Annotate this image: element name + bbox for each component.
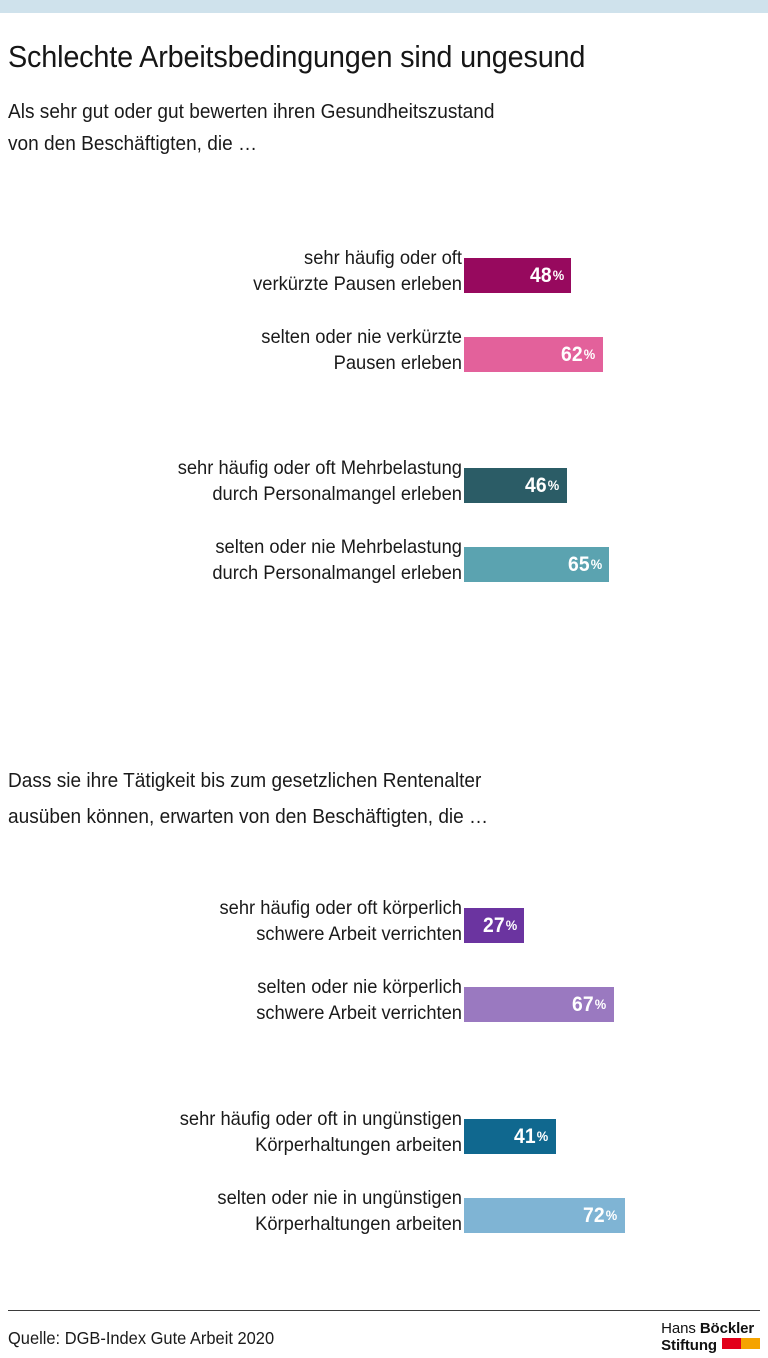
- infographic-canvas: Schlechte Arbeitsbedingungen sind ungesu…: [0, 13, 768, 1358]
- bar-label: sehr häufig oder oft körperlich schwere …: [219, 897, 462, 945]
- bar-row: selten oder nie Mehrbelastung durch Pers…: [0, 536, 768, 584]
- bar-value-label: 72%: [583, 1203, 618, 1227]
- bar: 72%: [464, 1198, 625, 1233]
- bar-row: selten oder nie körperlich schwere Arbei…: [0, 976, 768, 1024]
- bar-value-label: 46%: [525, 473, 560, 497]
- footer-divider: [8, 1310, 760, 1311]
- logo-line-2: Stiftung: [661, 1337, 760, 1354]
- bar-label: sehr häufig oder oft in ungünstigen Körp…: [179, 1108, 462, 1156]
- flag-icon: [722, 1338, 760, 1349]
- bar-row: sehr häufig oder oft Mehrbelastung durch…: [0, 457, 768, 505]
- percent-sign: %: [590, 555, 603, 572]
- logo-hans-text: Hans: [661, 1320, 700, 1337]
- percent-sign: %: [595, 995, 607, 1012]
- bar-value-label: 65%: [567, 552, 603, 576]
- percent-sign: %: [548, 476, 560, 493]
- bar-label: selten oder nie verkürzte Pausen erleben: [261, 326, 462, 374]
- logo-line-1: Hans Böckler: [661, 1320, 760, 1337]
- bar: 65%: [464, 547, 610, 582]
- bar-row: sehr häufig oder oft in ungünstigen Körp…: [0, 1108, 768, 1156]
- page-title: Schlechte Arbeitsbedingungen sind ungesu…: [8, 39, 586, 74]
- bar-value-label: 62%: [561, 342, 596, 366]
- bar-row: selten oder nie verkürzte Pausen erleben…: [0, 326, 768, 374]
- section-2-intro: Dass sie ihre Tätigkeit bis zum gesetzli…: [8, 769, 489, 828]
- bar: 46%: [464, 468, 567, 503]
- bar-label: selten oder nie körperlich schwere Arbei…: [256, 976, 462, 1024]
- logo-stiftung-text: Stiftung: [661, 1337, 717, 1354]
- source-note: Quelle: DGB-Index Gute Arbeit 2020: [8, 1328, 275, 1348]
- logo-boeckler-text: Böckler: [699, 1320, 755, 1337]
- section-1-intro: Als sehr gut oder gut bewerten ihren Ges…: [8, 100, 495, 155]
- bar-row: sehr häufig oder oft körperlich schwere …: [0, 897, 768, 945]
- bar: 27%: [464, 908, 525, 943]
- bar-value-label: 27%: [482, 913, 518, 937]
- top-accent-band: [0, 0, 768, 13]
- bar: 67%: [464, 987, 614, 1022]
- bar-label: sehr häufig oder oft verkürzte Pausen er…: [253, 247, 462, 295]
- hans-boeckler-stiftung-logo: Hans Böckler Stiftung: [661, 1320, 760, 1354]
- bar-value-label: 67%: [572, 992, 607, 1016]
- percent-sign: %: [552, 266, 565, 283]
- bar: 62%: [464, 337, 603, 372]
- bar: 41%: [464, 1119, 556, 1154]
- bar-value-label: 48%: [529, 263, 565, 287]
- bar: 48%: [464, 258, 572, 293]
- percent-sign: %: [505, 916, 518, 933]
- bar-label: selten oder nie Mehrbelastung durch Pers…: [212, 536, 462, 584]
- bar-row: sehr häufig oder oft verkürzte Pausen er…: [0, 247, 768, 295]
- bar-label: sehr häufig oder oft Mehrbelastung durch…: [177, 457, 462, 505]
- percent-sign: %: [606, 1206, 618, 1223]
- bar-row: selten oder nie in ungünstigen Körperhal…: [0, 1187, 768, 1235]
- bar-label: selten oder nie in ungünstigen Körperhal…: [217, 1187, 462, 1235]
- percent-sign: %: [536, 1127, 549, 1144]
- percent-sign: %: [583, 345, 596, 362]
- bar-value-label: 41%: [514, 1124, 549, 1148]
